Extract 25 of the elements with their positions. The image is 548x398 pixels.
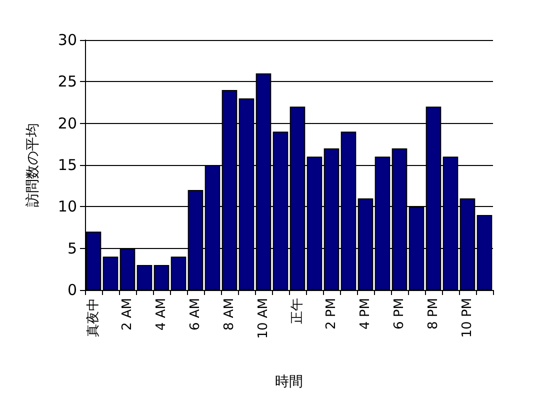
y-tick-label: 15 — [58, 156, 77, 174]
bar — [102, 256, 118, 290]
bar — [170, 256, 186, 290]
bar — [136, 265, 152, 290]
x-tick-label: 10 PM — [460, 298, 475, 338]
bar — [154, 265, 170, 290]
x-tick-label: 2 PM — [324, 298, 339, 330]
x-tick-label: 2 AM — [120, 298, 135, 331]
y-tick-label: 30 — [58, 31, 77, 49]
x-tick-label: 6 PM — [392, 298, 407, 330]
x-tick-label: 真夜中 — [85, 298, 101, 337]
x-tick-label: 8 AM — [222, 298, 237, 331]
y-axis-title: 訪問数の平均 — [25, 123, 41, 207]
x-tick-label: 8 PM — [426, 298, 441, 330]
y-tick-label: 0 — [67, 281, 77, 299]
x-axis-title: 時間 — [275, 374, 303, 390]
y-tick-label: 10 — [58, 198, 77, 216]
y-tick-label: 5 — [67, 239, 77, 258]
y-tick-label: 25 — [58, 72, 77, 91]
x-tick-label: 4 AM — [154, 298, 169, 331]
x-tick-label: 10 AM — [256, 298, 271, 339]
y-tick-label: 20 — [58, 114, 77, 132]
x-tick-label: 6 AM — [188, 298, 203, 331]
x-tick-label: 正午 — [290, 298, 305, 324]
x-tick-label: 4 PM — [358, 298, 373, 330]
